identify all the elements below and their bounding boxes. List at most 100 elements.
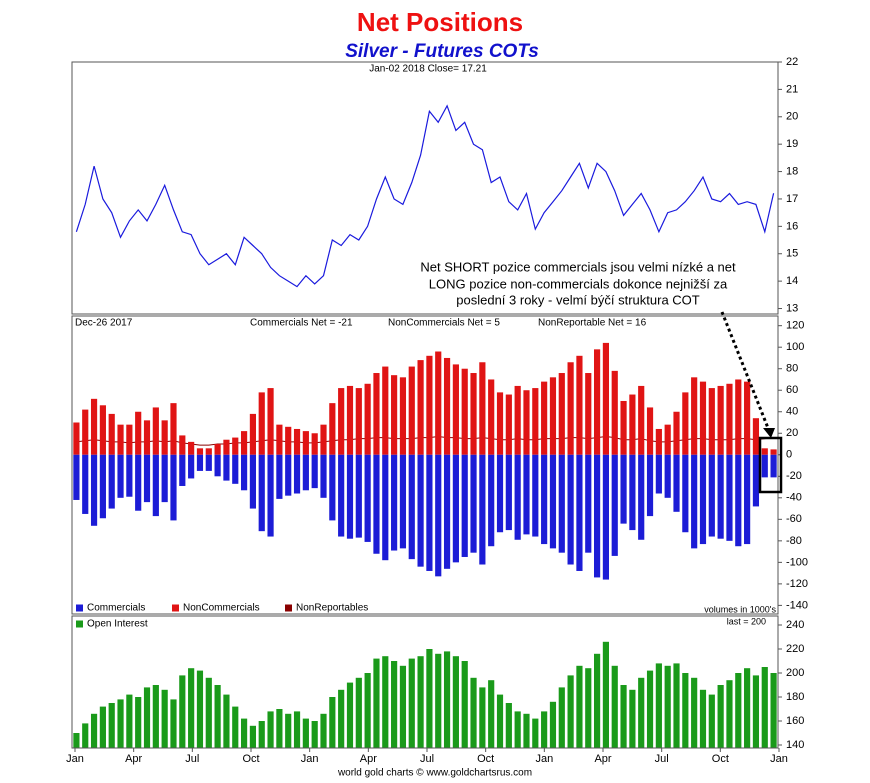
bar — [699, 689, 707, 748]
x-tick-label: Jan — [535, 753, 553, 765]
bar — [638, 385, 645, 455]
bar — [717, 685, 724, 748]
arrow — [720, 311, 770, 429]
y-tick-label: 18 — [786, 165, 798, 177]
bar — [558, 373, 565, 455]
bar — [126, 424, 133, 455]
bar — [293, 711, 301, 748]
bar — [355, 454, 362, 538]
bar — [188, 441, 195, 455]
bar — [567, 675, 574, 748]
bar — [541, 711, 548, 748]
bar — [99, 706, 106, 748]
bar — [770, 454, 777, 478]
y-tick-label: 240 — [786, 619, 804, 631]
bar — [664, 454, 671, 498]
bar — [541, 381, 548, 455]
bar — [620, 454, 627, 524]
legend-label: Commercials — [87, 603, 145, 614]
bar — [770, 673, 777, 748]
bar — [443, 651, 451, 748]
price-line — [75, 104, 775, 288]
bar — [435, 351, 442, 455]
footer: world gold charts © www.goldchartsrus.co… — [337, 768, 532, 779]
panel-frame — [71, 315, 779, 615]
bar — [214, 454, 221, 477]
bar — [708, 454, 715, 537]
bar — [391, 375, 398, 455]
bar — [90, 454, 98, 526]
bar — [285, 713, 292, 748]
bar — [770, 449, 777, 455]
bar — [408, 454, 415, 560]
bar — [73, 454, 80, 500]
bar — [435, 454, 442, 577]
legend-label: NonReportables — [296, 603, 368, 614]
bar — [664, 424, 671, 455]
bar — [602, 454, 610, 580]
highlight-box — [758, 436, 783, 494]
bar — [329, 697, 336, 748]
bar — [293, 454, 301, 494]
bar — [549, 701, 557, 748]
bar — [143, 454, 151, 503]
bar — [364, 383, 371, 455]
bar — [258, 392, 265, 455]
legend-swatch — [76, 620, 83, 628]
bar — [240, 454, 248, 491]
panel-frame — [71, 61, 779, 315]
bar — [576, 665, 583, 748]
bar — [373, 454, 380, 554]
bar — [470, 454, 477, 553]
bar — [752, 418, 760, 455]
bar — [593, 653, 601, 748]
x-tick-label: Jan — [66, 753, 84, 765]
bar — [558, 687, 565, 748]
bar — [161, 689, 168, 748]
bar — [108, 703, 115, 748]
bar — [249, 725, 257, 748]
bar — [567, 454, 574, 565]
bar — [311, 454, 318, 489]
y-tick-label: -120 — [786, 578, 808, 590]
annotation: LONG pozice non-commercials dokonce nejn… — [429, 276, 728, 291]
bar — [558, 454, 565, 553]
bar — [232, 437, 239, 455]
bar — [320, 454, 327, 498]
bar — [108, 454, 115, 509]
bar — [717, 385, 724, 455]
bar — [541, 454, 548, 545]
x-tick-label: Jul — [655, 753, 669, 765]
bar — [505, 394, 512, 455]
bar — [549, 454, 557, 549]
bar — [223, 454, 230, 481]
bar — [408, 366, 415, 455]
bar — [276, 454, 283, 499]
chart-subtitle: Silver - Futures COTs — [345, 41, 539, 62]
bar — [240, 431, 248, 455]
bar — [479, 454, 486, 565]
bar — [214, 444, 221, 455]
bar — [752, 675, 760, 748]
y-tick-label: 22 — [786, 56, 798, 68]
bar — [585, 373, 592, 455]
y-tick-label: -40 — [786, 492, 802, 504]
y-tick-label: 17 — [786, 193, 798, 205]
bar — [73, 733, 80, 748]
bar — [355, 388, 362, 455]
y-tick-label: 20 — [786, 111, 798, 123]
y-tick-label: 60 — [786, 384, 798, 396]
bar — [320, 424, 327, 455]
bar — [620, 400, 627, 455]
bar — [196, 454, 204, 471]
bar — [761, 454, 768, 478]
bar — [452, 364, 459, 455]
bar — [346, 454, 354, 539]
bar — [576, 355, 583, 455]
bar — [373, 658, 380, 748]
bar — [593, 454, 601, 578]
bar — [726, 383, 733, 455]
bar — [267, 454, 274, 537]
bar — [691, 677, 698, 748]
bar — [532, 388, 539, 455]
